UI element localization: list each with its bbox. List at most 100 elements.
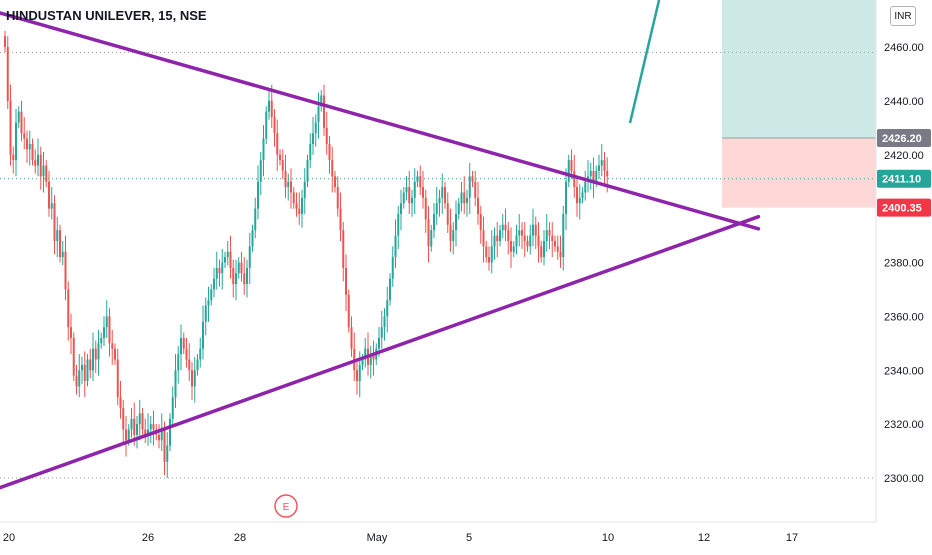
- candle-body: [292, 192, 295, 204]
- candle-body: [235, 273, 237, 285]
- candle-body: [6, 47, 9, 101]
- candle-body: [540, 246, 543, 258]
- candle: [12, 146, 15, 174]
- candle-body: [270, 100, 273, 118]
- candle-body: [89, 359, 92, 371]
- candle: [350, 316, 353, 357]
- candle: [20, 100, 23, 142]
- candle: [248, 232, 251, 285]
- candle-body: [504, 224, 507, 231]
- candle: [235, 259, 237, 301]
- candle-body: [86, 359, 89, 382]
- candle: [28, 130, 31, 166]
- candle: [314, 114, 317, 147]
- candle-body: [174, 370, 177, 398]
- candle-body: [474, 181, 477, 198]
- candle: [485, 240, 488, 263]
- candle-body: [34, 160, 37, 166]
- candle-body: [4, 36, 6, 47]
- candle-body: [67, 289, 70, 328]
- candle-body: [400, 203, 402, 215]
- candle: [490, 230, 493, 274]
- candle-body: [138, 413, 141, 425]
- candle: [279, 149, 281, 166]
- y-tick-label: 2380.00: [884, 258, 924, 270]
- candle: [254, 197, 257, 239]
- candle: [554, 235, 556, 252]
- candle-body: [78, 370, 81, 387]
- candle-body: [248, 246, 251, 268]
- candle-body: [455, 214, 457, 231]
- y-tick-label: 2320.00: [884, 419, 924, 431]
- candle-body: [559, 251, 562, 258]
- candle-body: [441, 187, 444, 198]
- candle-body: [499, 230, 501, 241]
- candle: [523, 222, 526, 258]
- candle-body: [485, 246, 488, 258]
- candle-body: [103, 327, 105, 338]
- candle-body: [243, 273, 246, 285]
- y-tick-label: 2340.00: [884, 365, 924, 377]
- candle-body: [449, 224, 452, 241]
- candle: [463, 176, 466, 215]
- candle: [108, 308, 111, 357]
- candle-body: [251, 230, 254, 247]
- candle: [56, 216, 59, 258]
- candle: [466, 189, 468, 217]
- candle-body: [383, 316, 386, 328]
- projection-line: [628, 0, 661, 124]
- candle: [587, 160, 589, 193]
- candle: [336, 176, 339, 217]
- candle: [251, 224, 254, 252]
- candle: [59, 224, 61, 263]
- candle: [237, 257, 240, 279]
- candle: [317, 92, 320, 139]
- candle-body: [347, 294, 350, 328]
- candle-body: [221, 262, 224, 274]
- candle-body: [534, 224, 537, 236]
- x-tick-label: May: [367, 532, 388, 544]
- candle-body: [350, 327, 353, 349]
- candle-body: [9, 100, 12, 155]
- candle: [295, 192, 298, 217]
- candle-body: [446, 203, 449, 225]
- candle: [372, 340, 375, 376]
- candle-body: [479, 214, 482, 231]
- candle: [144, 418, 147, 443]
- candle: [576, 178, 578, 217]
- candle-body: [444, 187, 446, 204]
- candle: [61, 240, 64, 266]
- candle-body: [518, 230, 521, 236]
- candle: [391, 246, 394, 287]
- candle-body: [394, 235, 397, 258]
- candle-body: [378, 337, 380, 349]
- candle: [320, 90, 323, 112]
- candle: [364, 337, 367, 368]
- candle-body: [419, 176, 422, 188]
- candle: [138, 399, 141, 441]
- candle-body: [595, 170, 598, 182]
- candle: [246, 259, 248, 298]
- candle: [45, 160, 48, 188]
- trendline-upper: [0, 11, 761, 231]
- candle: [312, 117, 314, 155]
- candle-body: [116, 359, 119, 398]
- candle: [114, 343, 116, 365]
- currency-badge[interactable]: INR: [890, 6, 916, 26]
- profit-zone: [722, 0, 876, 139]
- candle-body: [290, 181, 292, 193]
- candle-body: [158, 434, 160, 441]
- candle: [287, 173, 290, 201]
- candle-body: [452, 230, 455, 241]
- candle: [446, 192, 449, 233]
- candle-body: [358, 364, 361, 382]
- candle-body: [59, 230, 61, 258]
- candle: [180, 324, 182, 371]
- symbol-title: HINDUSTAN UNILEVER, 15, NSE: [6, 8, 207, 23]
- candle-body: [130, 418, 133, 430]
- candle: [598, 154, 600, 179]
- candle-body: [312, 133, 314, 144]
- candle-body: [386, 300, 389, 317]
